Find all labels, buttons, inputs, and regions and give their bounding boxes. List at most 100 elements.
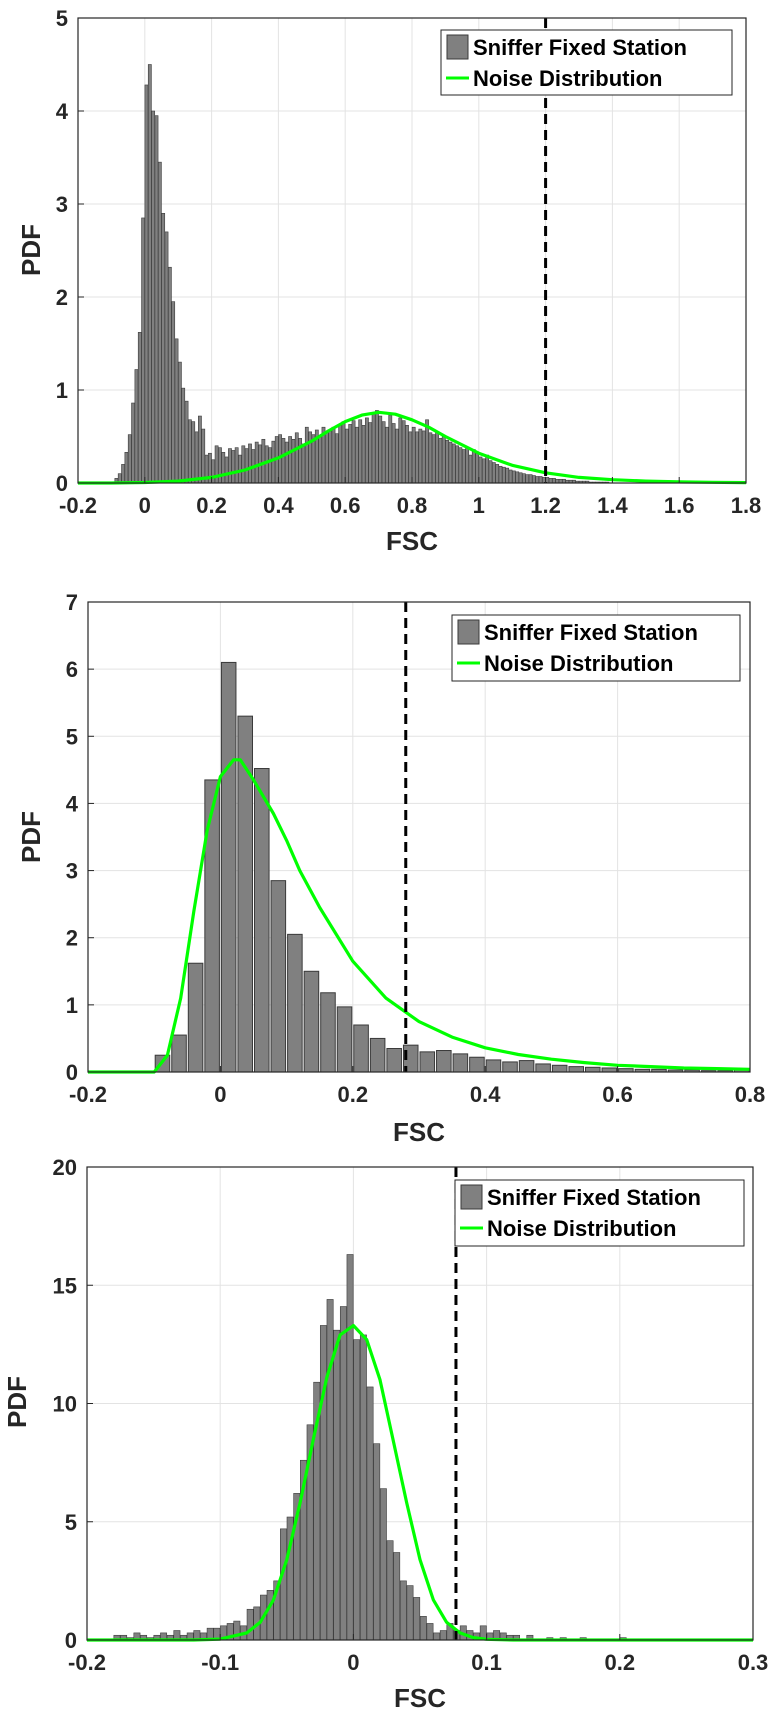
- histogram-bar: [244, 448, 249, 484]
- histogram-bar: [366, 1386, 374, 1641]
- legend-label-sniffer: Sniffer Fixed Station: [484, 620, 698, 645]
- histogram-bar: [254, 441, 259, 484]
- histogram-bar: [333, 1329, 341, 1641]
- histogram-bar: [375, 410, 379, 484]
- x-tick-label: 1.6: [664, 493, 695, 518]
- y-tick-label: 2: [66, 926, 78, 951]
- histogram-bar: [271, 440, 276, 484]
- histogram-bar: [361, 425, 366, 484]
- histogram-bar: [445, 439, 449, 484]
- histogram-bar: [191, 421, 196, 484]
- histogram-bar: [365, 417, 369, 484]
- histogram-bar: [264, 445, 269, 484]
- histogram-bar: [418, 428, 423, 484]
- histogram-bar: [280, 1528, 287, 1641]
- x-tick-label: 1: [473, 493, 485, 518]
- x-tick-label: 0.2: [338, 1082, 369, 1107]
- histogram-bar: [381, 421, 386, 484]
- histogram-bar: [505, 467, 510, 484]
- histogram-bar: [151, 110, 156, 484]
- x-tick-label: 0.4: [470, 1082, 501, 1107]
- histogram-bar: [401, 420, 406, 484]
- y-tick-label: 20: [53, 1155, 77, 1180]
- histogram-bar: [127, 434, 132, 484]
- histogram-bar: [408, 431, 413, 484]
- histogram-bar: [393, 1552, 401, 1641]
- histogram-bar: [548, 478, 553, 484]
- histogram-bar: [532, 475, 536, 484]
- histogram-bar: [373, 1443, 381, 1641]
- histogram-bar: [141, 217, 145, 484]
- histogram-bar: [174, 338, 179, 484]
- x-tick-label: 0.1: [471, 1650, 502, 1675]
- histogram-bar: [238, 454, 242, 484]
- histogram-bar: [385, 426, 389, 484]
- histogram-bar: [331, 426, 336, 484]
- histogram-bar: [198, 415, 202, 484]
- histogram-bar: [386, 1048, 402, 1073]
- legend-label-sniffer: Sniffer Fixed Station: [473, 35, 687, 60]
- histogram-bar: [171, 301, 176, 484]
- histogram-bar: [270, 880, 287, 1073]
- histogram-bar: [458, 447, 463, 484]
- histogram-bar: [308, 431, 312, 484]
- noise-distribution-line: [87, 1323, 753, 1642]
- y-tick-label: 15: [53, 1273, 77, 1298]
- histogram-bar: [301, 443, 306, 484]
- noise-distribution-line: [88, 758, 751, 1074]
- x-tick-label: 0: [139, 493, 151, 518]
- histogram-bar: [221, 452, 226, 484]
- histogram-bar: [421, 430, 426, 484]
- x-tick-label: -0.2: [69, 1082, 107, 1107]
- histogram-bar: [246, 1608, 254, 1641]
- legend-bar-swatch: [460, 1184, 483, 1210]
- x-tick-label: 0: [347, 1650, 359, 1675]
- histogram-bar: [378, 415, 383, 484]
- histogram-bar: [469, 1056, 485, 1073]
- histogram-bar: [346, 1254, 354, 1641]
- histogram-bar: [320, 992, 336, 1073]
- histogram-bar: [266, 1590, 274, 1641]
- x-axis-label: FSC: [394, 1683, 446, 1713]
- histogram-bar: [419, 1616, 427, 1641]
- y-tick-label: 7: [66, 590, 78, 615]
- histogram-bar: [485, 1059, 502, 1073]
- x-tick-label: 1.8: [731, 493, 762, 518]
- histogram-bar: [568, 1066, 585, 1073]
- y-axis-label: PDF: [16, 811, 46, 863]
- histogram-bar: [535, 1063, 551, 1073]
- histogram-bar: [441, 436, 446, 484]
- y-tick-label: 2: [56, 285, 68, 310]
- y-tick-label: 10: [53, 1392, 77, 1417]
- x-tick-label: 0.3: [738, 1650, 769, 1675]
- histogram-bar: [137, 332, 142, 484]
- histogram-bar: [154, 115, 159, 484]
- histogram-bar: [371, 412, 376, 484]
- histogram-bar: [318, 436, 323, 484]
- histogram-bar: [201, 428, 206, 484]
- x-tick-label: 0.8: [735, 1082, 766, 1107]
- x-tick-label: -0.1: [201, 1650, 239, 1675]
- histogram-bar: [413, 1597, 421, 1641]
- histogram-bar: [319, 1325, 327, 1641]
- histogram-bar: [184, 400, 189, 484]
- histogram-bar: [339, 1306, 347, 1641]
- histogram-bar: [518, 472, 523, 484]
- histogram-bar: [287, 933, 303, 1073]
- histogram-bar: [369, 1037, 386, 1073]
- histogram-bar: [481, 458, 486, 484]
- histogram-bar: [359, 1334, 367, 1641]
- y-tick-label: 5: [65, 1510, 77, 1535]
- histogram-bar: [552, 478, 556, 484]
- histogram-bar: [234, 447, 239, 484]
- x-axis-label: FSC: [386, 526, 438, 556]
- x-tick-label: 0.6: [330, 493, 361, 518]
- chart-panel-3: -0.2 -0.1 0 0.1 0.2 0.3 0 5 10 15 20 FSC PDF Sniffer …: [2, 1155, 768, 1713]
- x-tick-label: 0.8: [397, 493, 428, 518]
- histogram-bar: [426, 1623, 434, 1641]
- histogram-bar: [261, 438, 266, 484]
- histogram-bar: [508, 469, 513, 484]
- histogram-bar: [551, 1064, 568, 1073]
- y-tick-label: 3: [66, 859, 78, 884]
- histogram-bar: [435, 431, 439, 484]
